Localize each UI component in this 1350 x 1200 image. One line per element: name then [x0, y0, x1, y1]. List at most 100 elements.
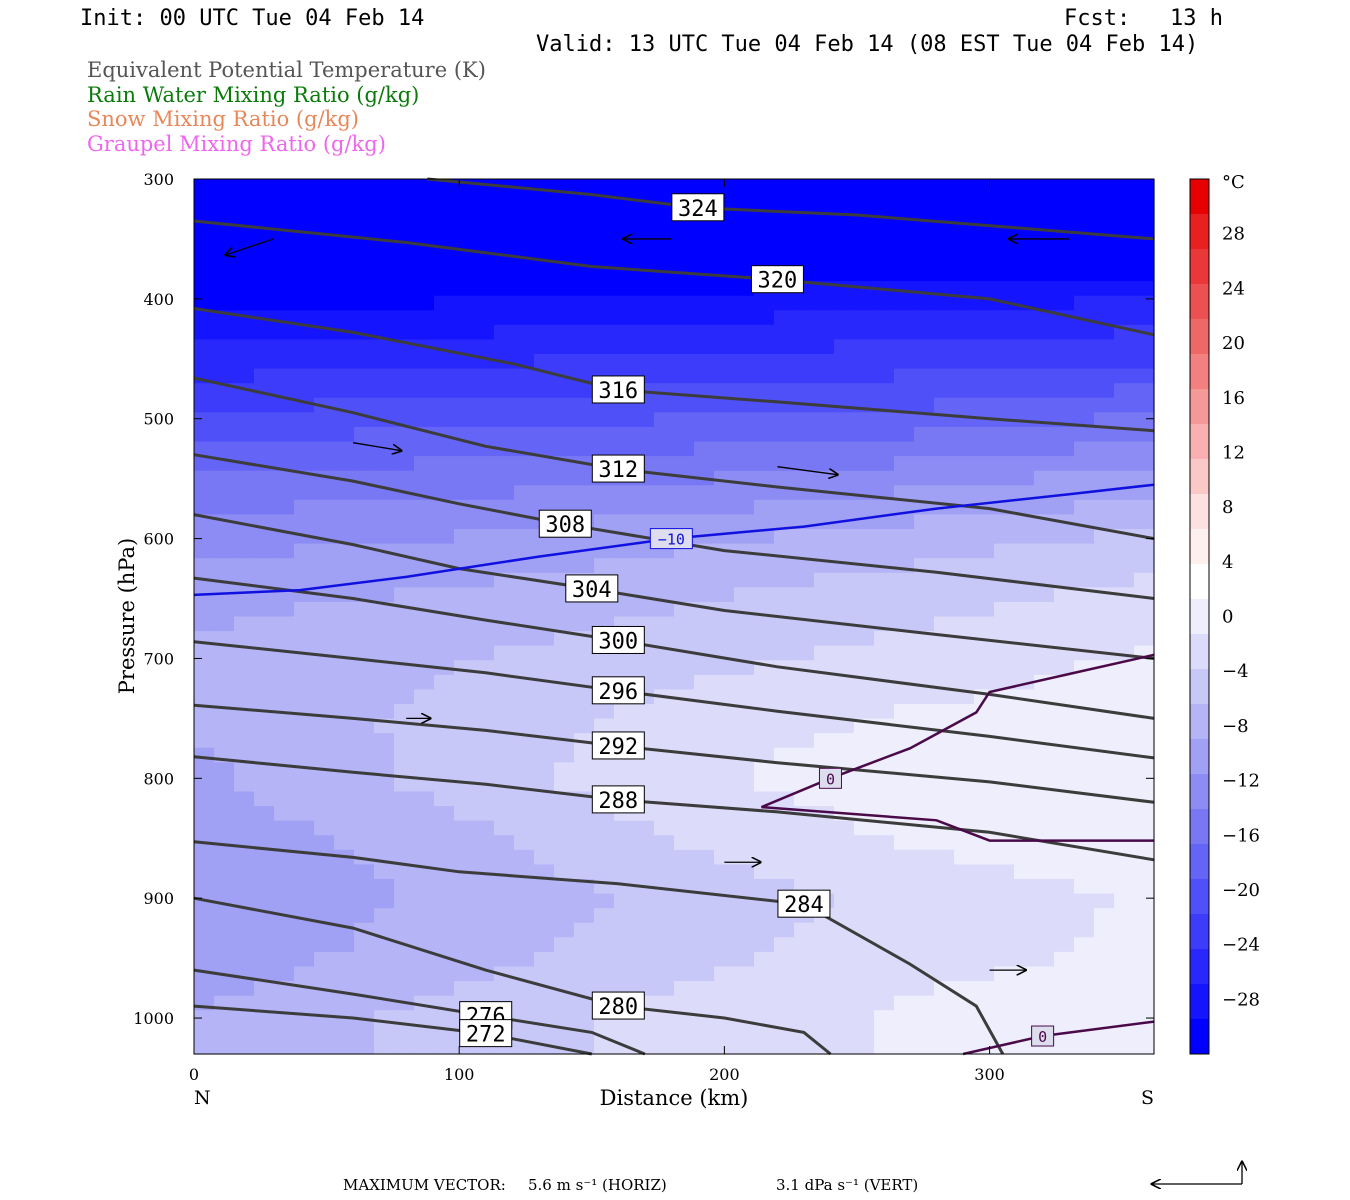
temperature-cell — [1054, 966, 1075, 982]
temperature-cell — [1094, 179, 1115, 195]
theta-e-label: 320 — [758, 269, 798, 294]
temperature-cell — [874, 572, 895, 588]
temperature-cell — [574, 179, 595, 195]
temperature-cell — [234, 922, 255, 938]
temperature-cell — [934, 368, 955, 384]
temperature-cell — [254, 324, 275, 341]
temperature-cell — [874, 499, 895, 516]
temperature-cell — [1074, 806, 1095, 822]
temperature-cell — [934, 937, 955, 953]
temperature-cell — [1094, 193, 1115, 209]
temperature-cell — [814, 179, 835, 195]
temperature-cell — [554, 266, 575, 282]
temperature-cell — [214, 339, 235, 355]
temperature-cell — [514, 470, 535, 486]
temperature-cell — [514, 295, 535, 311]
temperature-cell — [394, 645, 415, 661]
colorbar-frame — [1189, 178, 1210, 1055]
temperature-cell — [514, 791, 535, 807]
temperature-cell — [294, 864, 315, 880]
temperature-cell — [654, 208, 675, 224]
temperature-cell — [414, 733, 435, 749]
temperature-cell — [494, 456, 515, 472]
temperature-cell — [714, 791, 735, 807]
temperature-cell — [634, 412, 655, 428]
temperature-cell — [554, 485, 575, 501]
temperature-cell — [994, 1010, 1015, 1026]
temperature-cell — [674, 456, 695, 472]
temperature-cell — [414, 951, 435, 968]
temperature-cell — [714, 499, 735, 516]
temperature-cell — [994, 601, 1015, 618]
temperature-cell — [1074, 266, 1095, 282]
temperature-cell — [554, 966, 575, 982]
temperature-cell — [934, 587, 955, 603]
temperature-cell — [894, 631, 915, 647]
temperature-cell — [394, 922, 415, 938]
colorbar-tick-label: 24 — [1222, 278, 1245, 299]
temperature-cell — [714, 354, 735, 370]
temperature-cell — [454, 310, 475, 326]
temperature-cell — [534, 310, 555, 326]
temperature-cell — [234, 849, 255, 866]
temperature-cell — [754, 324, 775, 341]
temperature-cell — [814, 499, 835, 516]
temperature-cell — [634, 762, 655, 778]
temperature-cell — [1134, 543, 1155, 559]
temperature-cell — [554, 704, 575, 720]
temperature-cell — [1034, 995, 1055, 1011]
temperature-cell — [334, 193, 355, 209]
temperature-cell — [374, 441, 395, 457]
temperature-cell — [914, 543, 935, 559]
temperature-cell — [714, 820, 735, 836]
temperature-cell — [954, 179, 975, 195]
colorbar-swatch — [1190, 179, 1209, 215]
temperature-cell — [314, 879, 335, 895]
temperature-cell — [1114, 456, 1135, 472]
isotherm-label: −10 — [658, 531, 685, 549]
temperature-cell — [1134, 733, 1155, 749]
temperature-cell — [294, 441, 315, 457]
temperature-cell — [594, 514, 615, 530]
temperature-cell — [1114, 893, 1135, 909]
temperature-cell — [1014, 1039, 1035, 1055]
temperature-cell — [994, 397, 1015, 413]
temperature-cell — [874, 295, 895, 311]
temperature-cell — [474, 762, 495, 778]
temperature-cell — [394, 529, 415, 545]
temperature-cell — [1114, 835, 1135, 851]
temperature-cell — [954, 1010, 975, 1026]
temperature-cell — [834, 1024, 855, 1041]
temperature-cell — [1094, 718, 1115, 734]
temperature-cell — [634, 937, 655, 953]
temperature-cell — [1074, 864, 1095, 880]
temperature-cell — [1094, 674, 1115, 691]
temperature-cell — [1074, 718, 1095, 734]
temperature-cell — [774, 193, 795, 209]
temperature-cell — [514, 893, 535, 909]
temperature-cell — [1034, 937, 1055, 953]
temperature-cell — [754, 456, 775, 472]
temperature-cell — [874, 1010, 895, 1026]
temperature-cell — [354, 281, 375, 297]
temperature-cell — [254, 762, 275, 778]
temperature-cell — [554, 631, 575, 647]
temperature-cell — [674, 1039, 695, 1055]
temperature-cell — [194, 747, 215, 763]
temperature-cell — [574, 397, 595, 413]
temperature-cell — [234, 689, 255, 705]
temperature-cell — [514, 485, 535, 501]
temperature-cell — [534, 951, 555, 968]
temperature-cell — [914, 1024, 935, 1041]
temperature-cell — [914, 937, 935, 953]
temperature-cell — [1074, 324, 1095, 341]
temperature-cell — [754, 835, 775, 851]
temperature-cell — [374, 893, 395, 909]
temperature-cell — [754, 864, 775, 880]
temperature-cell — [514, 281, 535, 297]
temperature-cell — [314, 426, 335, 443]
temperature-cell — [954, 806, 975, 822]
wind-vector — [353, 442, 401, 451]
x-tick-label: 200 — [709, 1065, 740, 1084]
